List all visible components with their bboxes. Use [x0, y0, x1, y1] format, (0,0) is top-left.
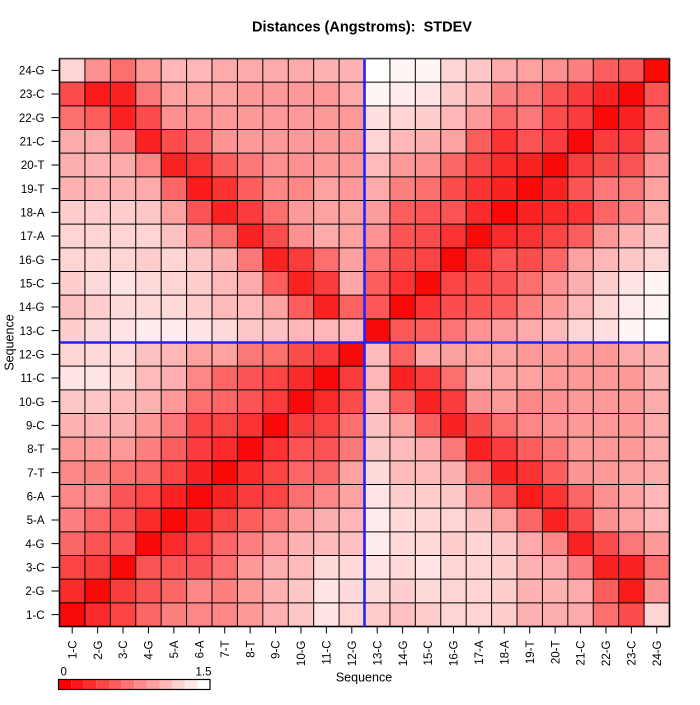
svg-text:7-T: 7-T [220, 641, 232, 658]
svg-text:5-A: 5-A [27, 515, 45, 527]
svg-text:3-C: 3-C [26, 562, 45, 574]
svg-text:21-C: 21-C [20, 136, 45, 148]
svg-text:19-T: 19-T [21, 184, 45, 196]
svg-text:20-T: 20-T [550, 641, 562, 665]
svg-text:12-G: 12-G [19, 349, 45, 361]
svg-text:14-G: 14-G [19, 302, 45, 314]
svg-text:9-C: 9-C [271, 641, 283, 660]
svg-text:Sequence: Sequence [3, 314, 17, 370]
svg-text:8-T: 8-T [27, 444, 44, 456]
svg-text:2-G: 2-G [93, 640, 105, 659]
svg-text:13-C: 13-C [20, 326, 45, 338]
svg-text:17-A: 17-A [20, 231, 45, 243]
svg-text:15-C: 15-C [423, 641, 435, 666]
svg-text:22-G: 22-G [601, 640, 613, 666]
svg-text:18-A: 18-A [499, 640, 511, 665]
svg-text:12-G: 12-G [347, 640, 359, 666]
svg-text:4-G: 4-G [144, 640, 156, 659]
svg-text:23-C: 23-C [627, 641, 639, 666]
svg-text:15-C: 15-C [20, 278, 45, 290]
svg-text:7-T: 7-T [27, 468, 44, 480]
svg-text:20-T: 20-T [21, 160, 45, 172]
svg-text:22-G: 22-G [19, 113, 45, 125]
svg-text:11-C: 11-C [322, 641, 334, 665]
svg-text:13-C: 13-C [372, 641, 384, 666]
svg-text:0: 0 [61, 667, 67, 679]
svg-text:10-G: 10-G [19, 397, 45, 409]
svg-text:6-A: 6-A [27, 491, 45, 503]
svg-text:16-G: 16-G [19, 255, 45, 267]
svg-text:5-A: 5-A [169, 640, 181, 658]
svg-text:16-G: 16-G [449, 640, 461, 666]
svg-text:10-G: 10-G [296, 640, 308, 666]
svg-text:17-A: 17-A [474, 640, 486, 665]
svg-text:24-G: 24-G [19, 65, 45, 77]
svg-text:21-C: 21-C [576, 641, 588, 666]
svg-text:Sequence: Sequence [336, 671, 392, 685]
svg-text:18-A: 18-A [20, 207, 45, 219]
svg-text:9-C: 9-C [26, 420, 45, 432]
svg-text:2-G: 2-G [25, 586, 44, 598]
svg-text:23-C: 23-C [20, 89, 45, 101]
svg-text:1.5: 1.5 [196, 667, 212, 679]
svg-text:14-G: 14-G [398, 640, 410, 666]
svg-text:Distances (Angstroms): STDEV: Distances (Angstroms): STDEV [252, 20, 472, 36]
svg-text:11-C: 11-C [20, 373, 44, 385]
svg-text:1-C: 1-C [26, 610, 45, 622]
svg-text:24-G: 24-G [652, 640, 664, 666]
svg-text:8-T: 8-T [245, 641, 257, 658]
svg-text:19-T: 19-T [525, 641, 537, 665]
svg-text:1-C: 1-C [67, 641, 79, 660]
svg-text:6-A: 6-A [194, 640, 206, 658]
svg-text:4-G: 4-G [25, 539, 44, 551]
svg-text:3-C: 3-C [118, 641, 130, 660]
